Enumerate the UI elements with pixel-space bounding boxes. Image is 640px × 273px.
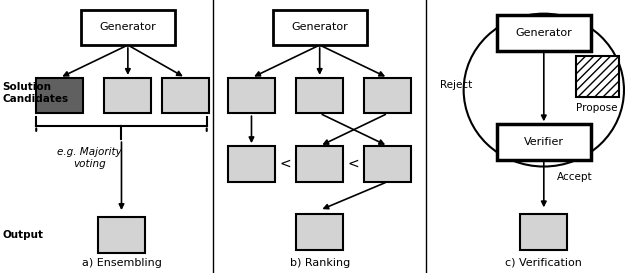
- Text: Generator: Generator: [99, 22, 156, 32]
- Text: a) Ensembling: a) Ensembling: [81, 257, 161, 268]
- FancyBboxPatch shape: [36, 78, 83, 113]
- Text: c) Verification: c) Verification: [506, 257, 582, 268]
- Text: Propose: Propose: [577, 103, 618, 113]
- FancyBboxPatch shape: [497, 15, 591, 51]
- FancyBboxPatch shape: [98, 217, 145, 253]
- FancyBboxPatch shape: [162, 78, 209, 113]
- FancyBboxPatch shape: [364, 78, 412, 113]
- FancyBboxPatch shape: [296, 78, 343, 113]
- Text: Reject: Reject: [440, 80, 472, 90]
- FancyBboxPatch shape: [273, 10, 367, 45]
- Text: <: <: [348, 157, 360, 171]
- FancyBboxPatch shape: [104, 78, 151, 113]
- Text: Accept: Accept: [557, 173, 592, 182]
- Text: e.g. Majority
voting: e.g. Majority voting: [57, 147, 122, 169]
- Text: b) Ranking: b) Ranking: [289, 257, 350, 268]
- Text: Generator: Generator: [291, 22, 348, 32]
- FancyBboxPatch shape: [364, 146, 412, 182]
- Text: Verifier: Verifier: [524, 137, 564, 147]
- Text: <: <: [280, 157, 291, 171]
- FancyBboxPatch shape: [576, 56, 619, 97]
- Text: Generator: Generator: [515, 28, 572, 38]
- Text: Output: Output: [2, 230, 43, 240]
- FancyBboxPatch shape: [296, 146, 343, 182]
- FancyBboxPatch shape: [228, 78, 275, 113]
- FancyBboxPatch shape: [228, 146, 275, 182]
- FancyBboxPatch shape: [497, 124, 591, 160]
- FancyBboxPatch shape: [296, 214, 343, 250]
- Text: Solution
Candidates: Solution Candidates: [2, 82, 68, 104]
- FancyBboxPatch shape: [520, 214, 567, 250]
- FancyBboxPatch shape: [81, 10, 175, 45]
